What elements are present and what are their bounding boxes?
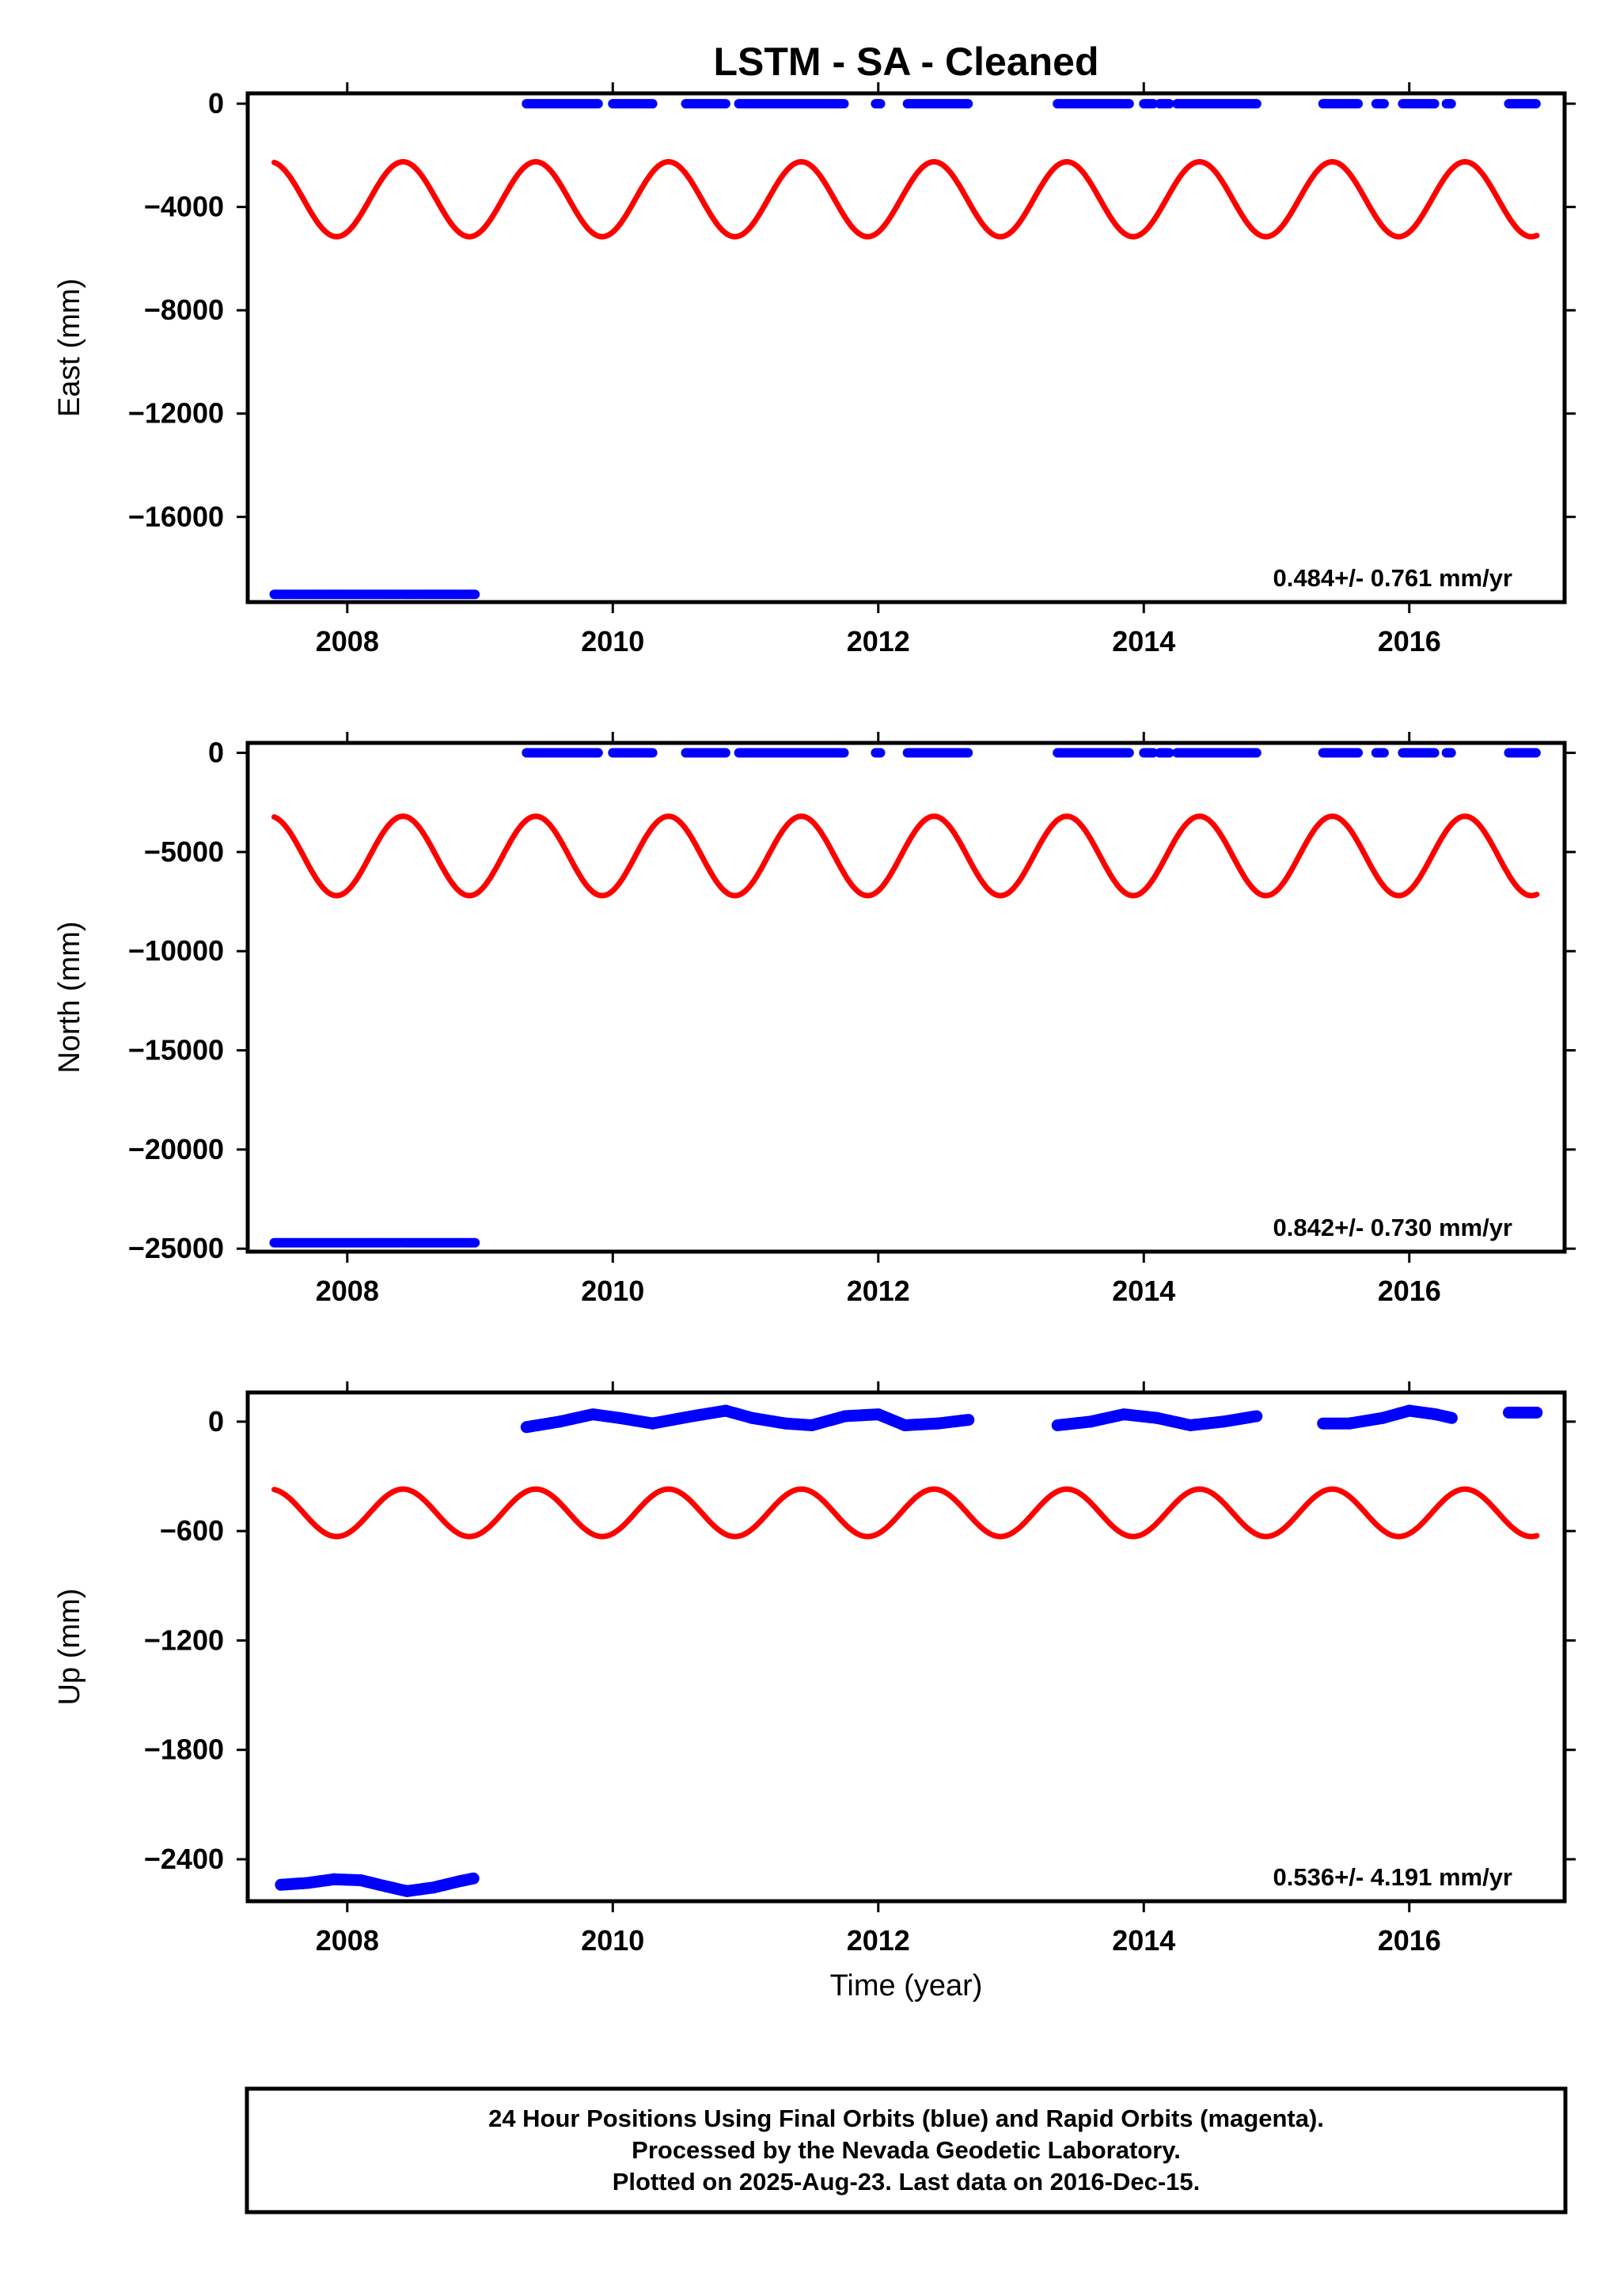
data-point	[1531, 1406, 1543, 1419]
x-axis-label: Time (year)	[830, 1969, 983, 2002]
data-point	[1164, 748, 1174, 758]
y-tick-label: −20000	[128, 1133, 224, 1165]
y-axis-label: North (mm)	[53, 921, 86, 1073]
data-points	[269, 748, 1541, 1248]
data-point	[1531, 748, 1541, 758]
velocity-rate-label: 0.536+/- 4.191 mm/yr	[1273, 1863, 1512, 1891]
y-tick-label: −4000	[144, 191, 224, 223]
x-tick-label: 2010	[581, 1275, 644, 1307]
data-point	[1429, 748, 1440, 758]
y-tick-label: −1200	[144, 1623, 224, 1656]
data-point	[1164, 99, 1174, 109]
data-point	[1445, 1411, 1458, 1424]
y-tick-label: −25000	[128, 1232, 224, 1264]
footer-line-3: Plotted on 2025-Aug-23. Last data on 201…	[613, 2168, 1201, 2196]
plot-frame	[245, 1390, 1567, 1904]
y-tick-label: −2400	[144, 1843, 224, 1875]
x-tick-label: 2014	[1112, 1275, 1175, 1307]
x-tick-label: 2014	[1112, 625, 1175, 657]
y-axis-label: Up (mm)	[53, 1589, 86, 1706]
plot-frame	[245, 91, 1567, 604]
x-tick-label: 2012	[847, 625, 910, 657]
velocity-rate-label: 0.484+/- 0.761 mm/yr	[1273, 564, 1512, 592]
data-point	[875, 99, 886, 109]
data-point	[720, 748, 730, 758]
data-point	[1124, 748, 1134, 758]
x-tick-label: 2010	[581, 625, 644, 657]
y-tick-label: −600	[160, 1514, 224, 1547]
data-point	[470, 1237, 480, 1248]
x-tick-label: 2014	[1112, 1924, 1175, 1957]
x-tick-label: 2016	[1378, 1924, 1441, 1957]
data-point	[1251, 748, 1261, 758]
data-point	[1124, 99, 1134, 109]
data-point	[1446, 99, 1456, 109]
y-tick-label: 0	[208, 737, 224, 769]
y-tick-label: −10000	[128, 934, 224, 967]
x-tick-label: 2010	[581, 1924, 644, 1957]
data-points	[269, 99, 1541, 600]
y-tick-label: 0	[208, 1405, 224, 1438]
x-tick-label: 2012	[847, 1275, 910, 1307]
data-point	[1531, 99, 1541, 109]
data-point	[467, 1872, 480, 1885]
x-tick-label: 2016	[1378, 625, 1441, 657]
data-point	[962, 1414, 975, 1426]
data-point	[839, 99, 849, 109]
y-tick-label: −15000	[128, 1034, 224, 1067]
y-tick-label: 0	[208, 87, 224, 119]
x-tick-label: 2008	[316, 1275, 379, 1307]
data-point	[1353, 99, 1363, 109]
data-points	[275, 1404, 1543, 1897]
x-tick-label: 2008	[316, 625, 379, 657]
data-point	[963, 99, 973, 109]
y-tick-label: −8000	[144, 294, 224, 326]
velocity-rate-label: 0.842+/- 0.730 mm/yr	[1273, 1214, 1512, 1241]
panels: 2008 2010 2012 2014 20160−4000−8000−12000−16…	[53, 82, 1576, 1957]
data-point	[963, 748, 973, 758]
y-tick-label: −16000	[128, 500, 224, 532]
x-tick-label: 2008	[316, 1924, 379, 1957]
footer-line-1: 24 Hour Positions Using Final Orbits (bl…	[488, 2105, 1324, 2132]
model-curve	[271, 813, 1540, 899]
data-point	[1353, 748, 1363, 758]
data-point	[593, 748, 603, 758]
data-point	[1429, 99, 1440, 109]
data-point	[470, 589, 480, 600]
data-point	[1251, 99, 1261, 109]
model-curve	[271, 159, 1540, 240]
panel-1: 2008 2010 2012 2014 2016 0 −4000 −8000 −12000 −16…	[53, 82, 1576, 657]
footer-box	[245, 2086, 1568, 2215]
data-point	[647, 99, 658, 109]
y-tick-label: −1800	[144, 1733, 224, 1766]
figure-title: LSTM - SA - Cleaned	[713, 40, 1098, 84]
data-point	[1379, 748, 1389, 758]
panel-2: 2008 2010 2012 2014 2016 0 −5000 −10000 −15000 −2…	[53, 732, 1576, 1307]
plot-frame	[245, 741, 1567, 1254]
footer-line-2: Processed by the Nevada Geodetic Laborat…	[632, 2136, 1181, 2164]
model-curve	[271, 1486, 1540, 1540]
x-tick-label: 2016	[1378, 1275, 1441, 1307]
data-point	[593, 99, 603, 109]
data-point	[720, 99, 730, 109]
x-tick-label: 2012	[847, 1924, 910, 1957]
y-tick-label: −5000	[144, 835, 224, 868]
data-point	[1446, 748, 1456, 758]
y-tick-label: −12000	[128, 397, 224, 430]
data-point	[875, 748, 886, 758]
data-point	[647, 748, 658, 758]
data-point	[1379, 99, 1389, 109]
panel-3: 2008 2010 2012 2014 2016 0 −600 −1200 −1800 −2400…	[53, 1381, 1576, 1957]
data-point	[839, 748, 849, 758]
y-axis-label: East (mm)	[53, 278, 86, 417]
data-point	[1250, 1410, 1263, 1423]
